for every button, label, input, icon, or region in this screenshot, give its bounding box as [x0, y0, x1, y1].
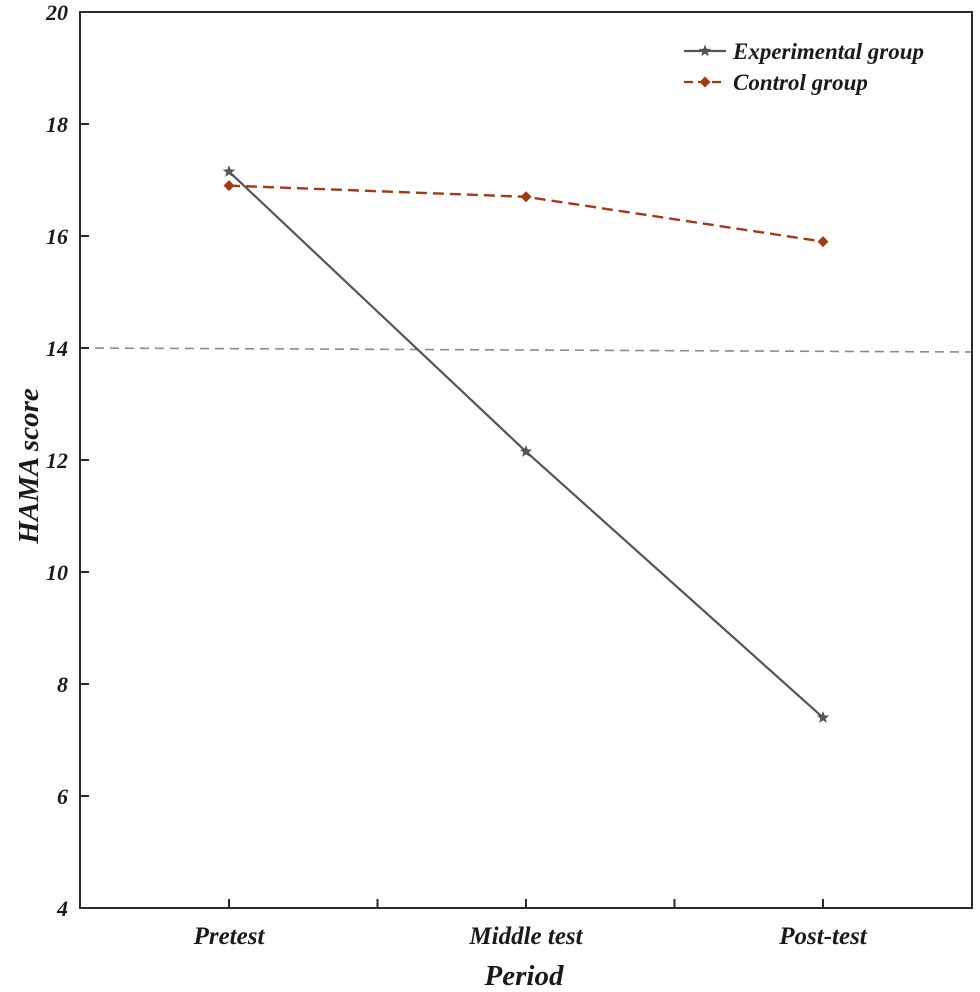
y-tick-label: 4 [56, 896, 68, 921]
legend-label: Control group [733, 70, 868, 95]
y-tick-label: 8 [57, 672, 68, 697]
series-experimental-group [222, 165, 830, 723]
y-tick-label: 10 [46, 560, 68, 585]
y-tick-label: 20 [45, 0, 68, 25]
y-axis-title: HAMA score [13, 388, 45, 545]
legend-label: Experimental group [732, 39, 924, 64]
x-tick-label: Pretest [193, 923, 266, 950]
series-line [228, 170, 824, 719]
data-point [223, 180, 235, 192]
x-tick-label: Post-test [778, 923, 868, 950]
legend-marker [699, 76, 711, 88]
y-tick-label: 6 [57, 784, 68, 809]
y-tick-label: 12 [46, 448, 68, 473]
plot-frame [79, 11, 973, 909]
reference-line [79, 347, 973, 353]
y-tick-label: 14 [46, 336, 68, 361]
x-axis-title: Period [484, 960, 564, 992]
y-tick-label: 16 [46, 224, 68, 249]
x-tick-label: Middle test [468, 923, 583, 950]
series-control-group [223, 180, 829, 248]
series-layer [222, 165, 830, 723]
data-point [816, 711, 830, 723]
y-tick-label: 18 [46, 112, 68, 137]
data-point [519, 445, 533, 457]
reference-line-layer [79, 347, 973, 353]
data-point [817, 236, 829, 248]
legend-marker [698, 44, 712, 57]
legend: Experimental group Control group [684, 39, 924, 95]
data-point [520, 191, 532, 203]
data-point [222, 165, 236, 177]
x-axis: Pretest Middle test Post-test [193, 899, 868, 950]
y-axis: 4 6 8 10 12 14 16 18 20 [45, 0, 89, 921]
